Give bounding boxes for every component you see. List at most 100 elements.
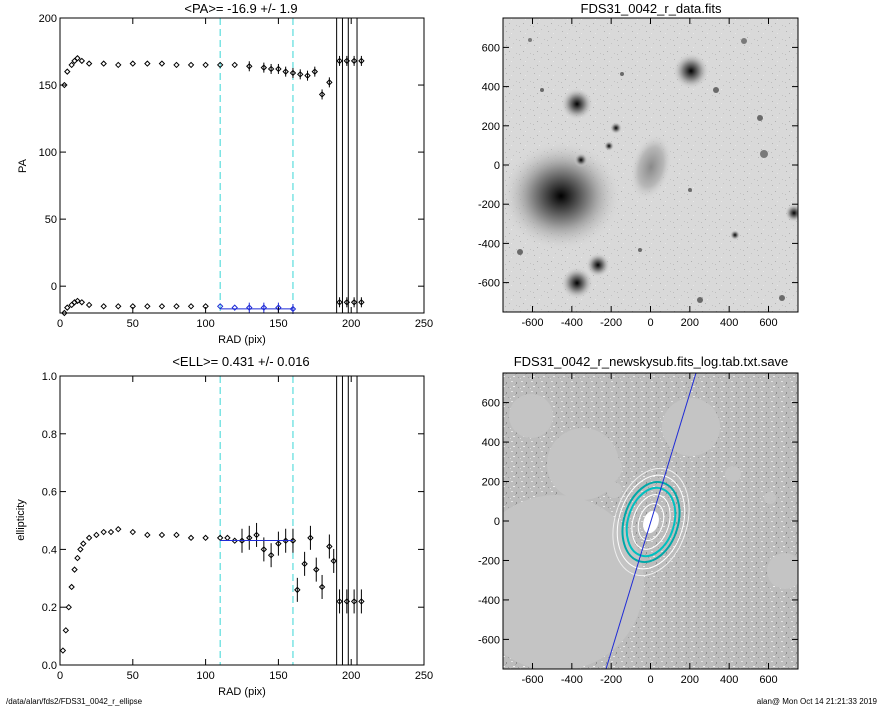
pa-data-point <box>74 297 81 305</box>
ell-data-point <box>246 534 253 542</box>
data-image-x-tick-label: -600 <box>521 317 543 329</box>
ell-data-point <box>74 554 81 562</box>
data-image-y-tick-label: -600 <box>478 278 500 290</box>
ell-data-point <box>224 534 231 542</box>
pa-data-point <box>64 304 71 311</box>
ell-data-point <box>173 531 180 539</box>
data-image-title: FDS31_0042_r_data.fits <box>581 1 722 16</box>
pa-data-point <box>144 303 151 310</box>
data-image-x-tick-label: -200 <box>600 317 622 329</box>
pa-data-point <box>85 60 93 67</box>
pa-data-point <box>187 303 195 310</box>
skysub-image-y-tick-label: 0 <box>494 516 500 528</box>
pa-data-point <box>115 61 122 69</box>
position-angle-line <box>605 373 697 669</box>
ell-x-tick-label: 150 <box>269 670 287 682</box>
pa-data-point <box>173 61 180 69</box>
skysub-image-y-tick-label: 200 <box>482 477 500 489</box>
masked-regions <box>503 394 798 669</box>
ell-x-tick-label: 200 <box>342 670 360 682</box>
pa-data-point <box>158 303 166 310</box>
pa-data-point <box>115 303 122 310</box>
data-image-x-tick-label: 200 <box>681 317 699 329</box>
pa-x-tick-label: 0 <box>57 318 63 330</box>
ell-data-point <box>65 603 72 611</box>
pa-y-tick-label: 0 <box>51 281 57 293</box>
pa-y-axis-label: PA <box>17 158 29 173</box>
bright-galaxy-blob <box>503 141 621 251</box>
data-image-y-tick-label: -200 <box>478 199 500 211</box>
pa-data-point <box>85 301 93 309</box>
ell-data-point <box>85 534 93 542</box>
ell-y-tick-label: 0.8 <box>42 429 57 441</box>
pa-data-point <box>64 68 71 75</box>
pa-data-point <box>158 60 166 67</box>
pa-data-point <box>343 57 351 65</box>
pa-y-tick-label: 200 <box>39 13 57 25</box>
pa-data-point <box>289 69 297 77</box>
ellipticity-vs-radius-plot: <ELL>= 0.431 +/- 0.016 0 50 100 150 200 250 0.… <box>15 354 433 698</box>
pa-data-point <box>68 61 75 69</box>
ell-data-point <box>115 525 122 533</box>
ell-data-point <box>336 598 343 605</box>
ell-data-point <box>93 531 100 539</box>
ell-y-axis-label: ellipticity <box>15 499 27 541</box>
pa-y-tick-label: 150 <box>39 80 57 92</box>
ell-data-point <box>260 546 268 553</box>
data-image-y-tick-label: 200 <box>482 121 500 133</box>
target-galaxy-blob <box>629 133 673 201</box>
pa-data-point <box>260 64 268 71</box>
pa-data-point <box>78 57 86 65</box>
skysub-image-x-tick-label: 200 <box>681 674 699 686</box>
pa-data-point <box>275 65 282 73</box>
pa-data-point <box>78 299 86 306</box>
pa-data-point <box>173 303 180 310</box>
data-image <box>503 18 798 312</box>
skysub-image-panel: FDS31_0042_r_newskysub.fits_log.tab.txt.… <box>478 354 799 686</box>
pa-data-point <box>358 57 365 65</box>
pa-x-axis-label: RAD (pix) <box>218 334 266 346</box>
ell-x-tick-label: 250 <box>415 670 433 682</box>
pa-y-tick-label: 100 <box>39 147 57 159</box>
pa-data-point <box>350 299 358 306</box>
ell-data-point <box>202 534 209 542</box>
ell-data-point <box>68 583 75 591</box>
pa-data-point <box>100 303 107 310</box>
ell-data-point <box>253 531 260 539</box>
skysub-image-x-tick-label: -200 <box>600 674 622 686</box>
pa-data-point <box>304 72 311 79</box>
data-image-x-tick-label: 600 <box>759 317 777 329</box>
ell-data-point <box>107 528 115 536</box>
ell-data-point <box>326 543 333 550</box>
skysub-image-y-tick-label: -200 <box>478 555 500 567</box>
skysub-image-x-tick-label: 400 <box>720 674 738 686</box>
skysub-image-x-tick-label: -400 <box>561 674 583 686</box>
pa-data-point <box>336 299 343 306</box>
pa-data-point <box>246 63 253 70</box>
pa-y-tick-label: 50 <box>45 214 57 226</box>
pa-data-point <box>71 299 78 306</box>
pa-data-point <box>144 60 151 67</box>
pa-data-point <box>282 68 289 75</box>
data-image-x-tick-label: 400 <box>720 317 738 329</box>
ell-data-point <box>275 540 282 547</box>
ell-plot-title: <ELL>= 0.431 +/- 0.016 <box>172 354 309 369</box>
skysub-image-y-tick-label: 600 <box>482 398 500 410</box>
pa-data-point <box>231 304 238 311</box>
pa-x-tick-label: 150 <box>269 318 287 330</box>
pa-x-tick-label: 200 <box>342 318 360 330</box>
data-image-y-tick-label: 600 <box>482 42 500 54</box>
skysub-image-x-tick-label: 0 <box>647 674 653 686</box>
ell-data-point <box>100 528 107 536</box>
pa-plot-frame <box>59 17 425 314</box>
pa-data-point <box>74 55 81 62</box>
ell-data-point <box>80 540 87 547</box>
pa-data-point <box>231 61 238 69</box>
ell-plot-frame <box>59 375 425 666</box>
ell-x-tick-label: 0 <box>57 670 63 682</box>
data-image-x-tick-label: -400 <box>561 317 583 329</box>
footer-file-path: /data/alan/fds2/FDS31_0042_r_ellipse <box>6 697 143 706</box>
ell-data-point <box>144 531 151 539</box>
ell-x-tick-label: 50 <box>127 670 139 682</box>
pa-data-point <box>100 60 107 67</box>
